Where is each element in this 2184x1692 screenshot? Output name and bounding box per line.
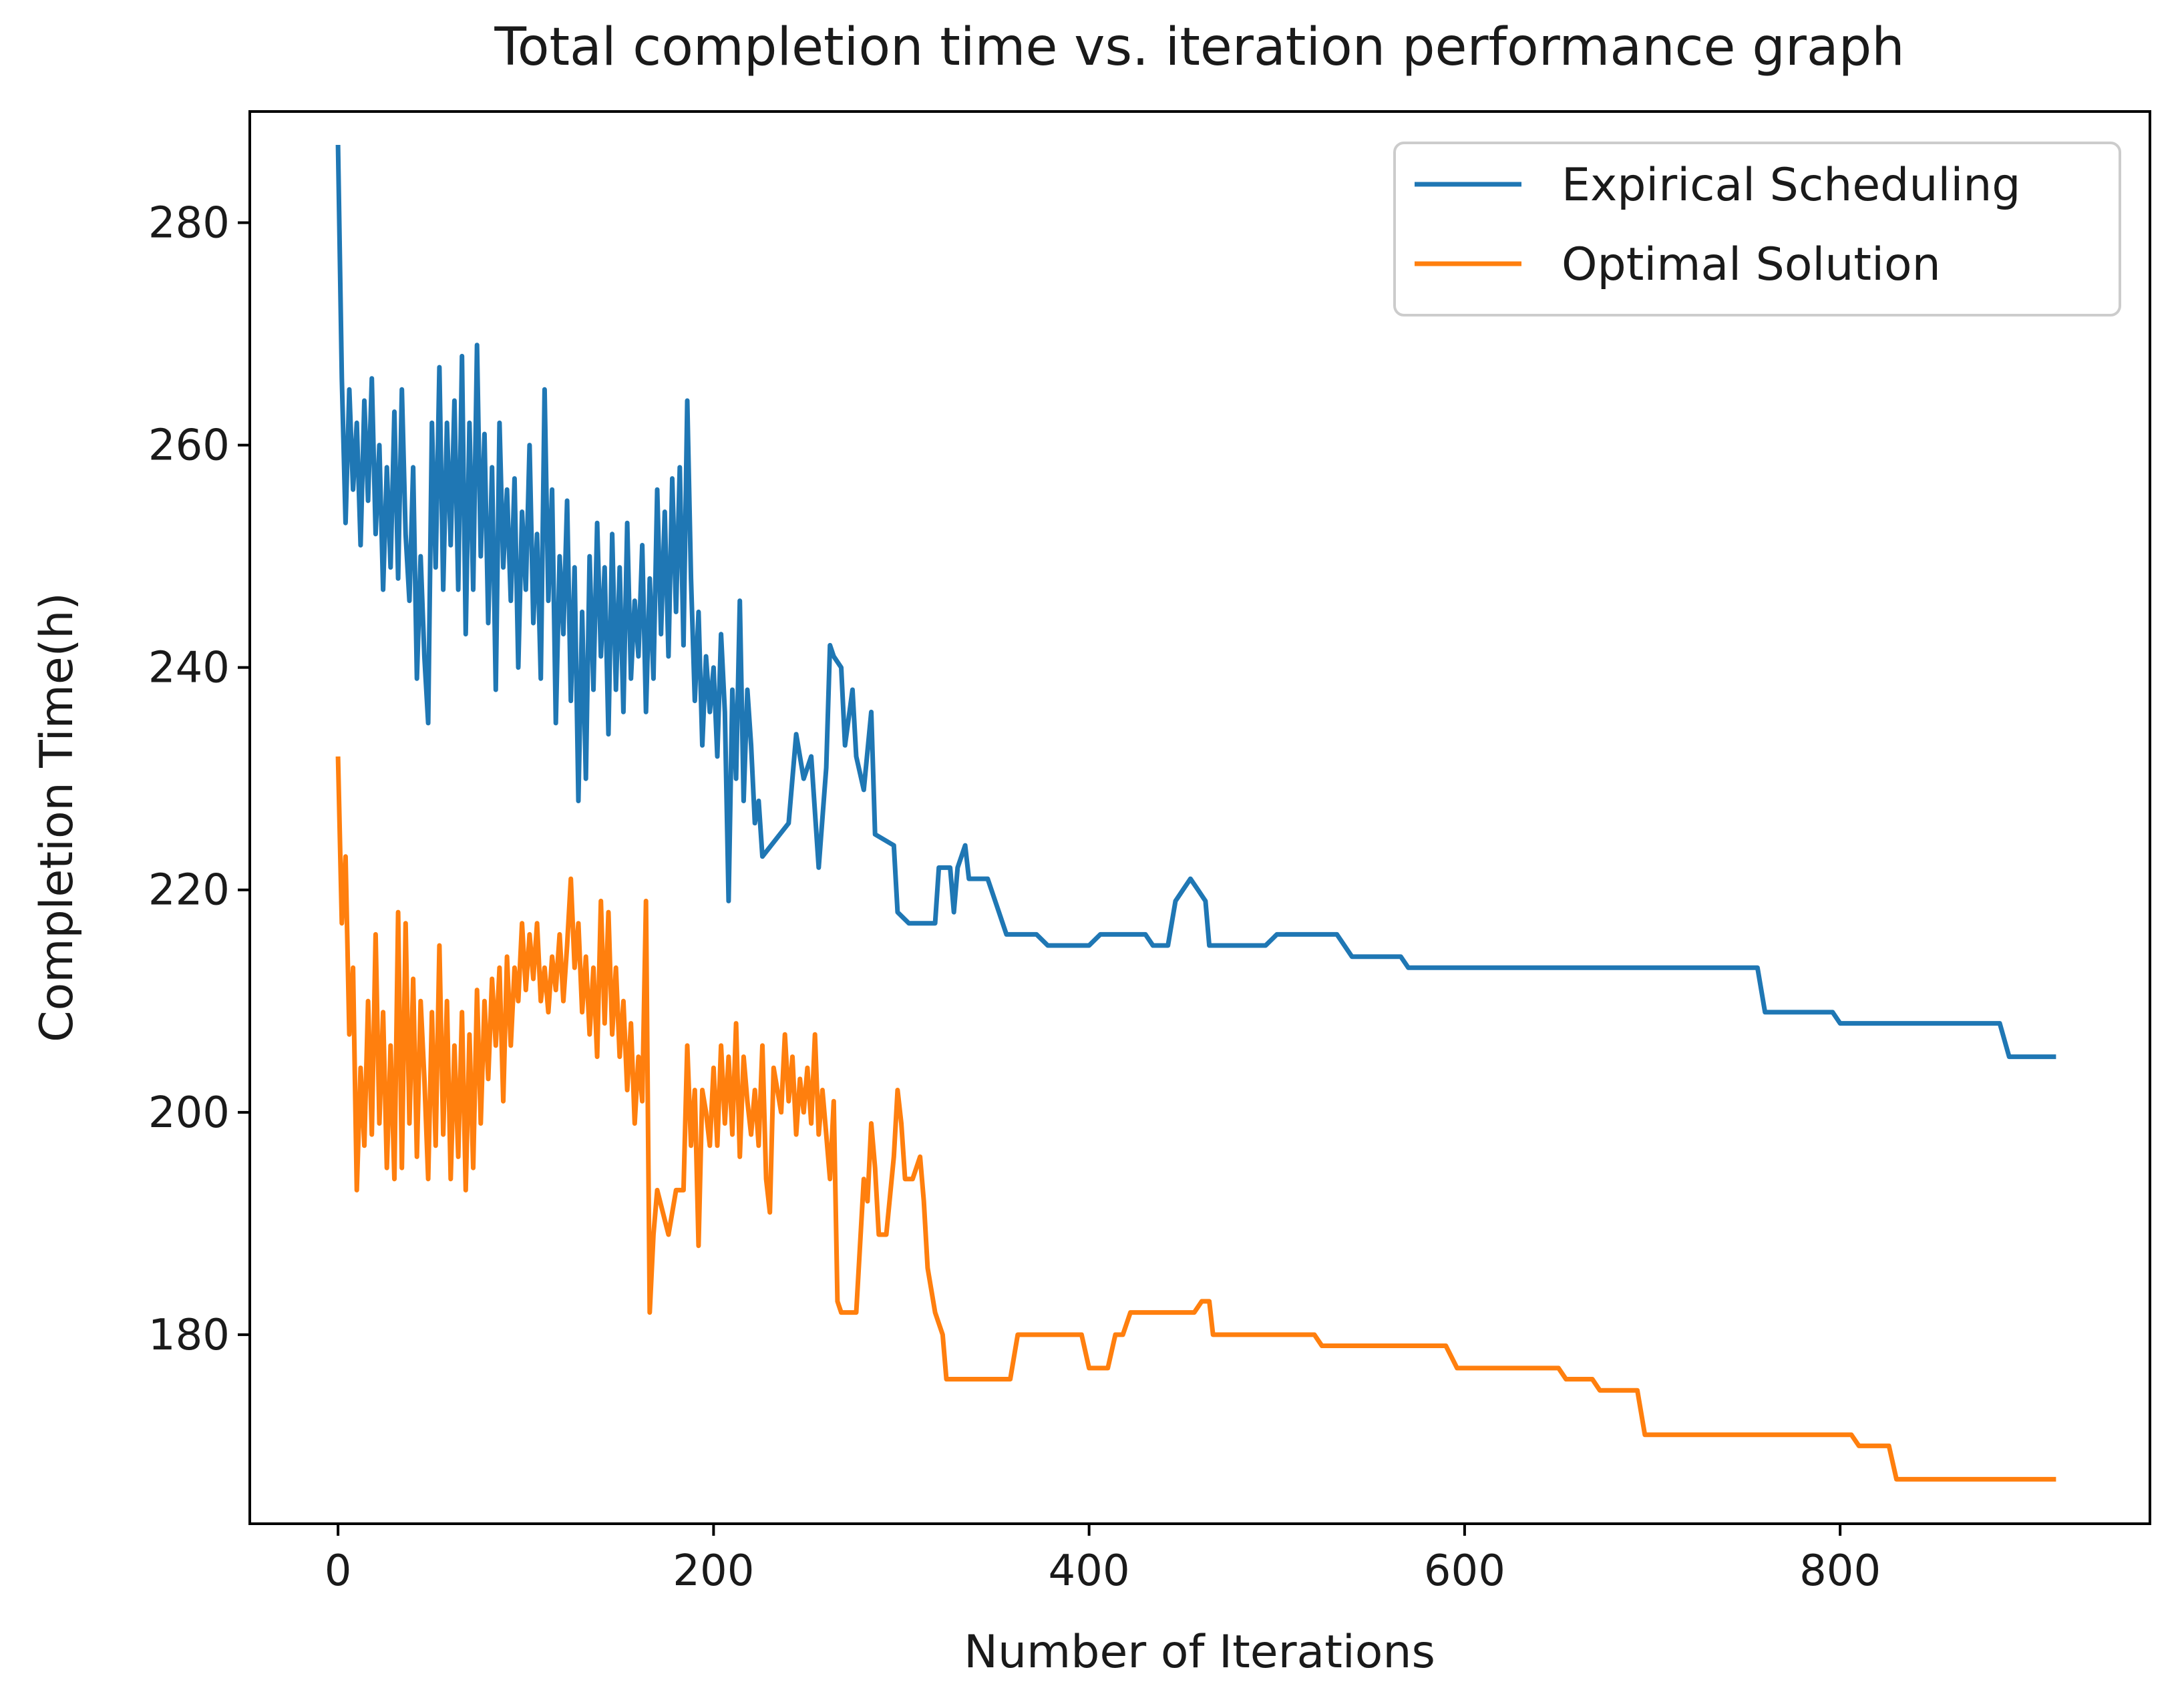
y-axis-ticks: 180 200 220 240 260 280 bbox=[148, 199, 250, 1360]
series-layer bbox=[335, 144, 2056, 1482]
x-axis-ticks: 0 200 400 600 800 bbox=[325, 1524, 1881, 1596]
y-tick-label: 220 bbox=[148, 866, 230, 915]
y-tick-label: 180 bbox=[148, 1311, 230, 1360]
plot-frame bbox=[248, 110, 2151, 1525]
chart-title: Total completion time vs. iteration perf… bbox=[494, 17, 1904, 77]
series-line-optimal-solution bbox=[335, 756, 2056, 1482]
x-tick-label: 600 bbox=[1424, 1546, 1505, 1596]
y-tick-label: 280 bbox=[148, 199, 230, 248]
legend: Expirical Scheduling Optimal Solution bbox=[1393, 142, 2121, 316]
y-tick-label: 200 bbox=[148, 1088, 230, 1138]
y-axis-label: Completion Time(h) bbox=[31, 592, 83, 1042]
legend-label-optimal-solution: Optimal Solution bbox=[1562, 238, 1941, 291]
x-tick-label: 400 bbox=[1049, 1546, 1130, 1596]
legend-frame bbox=[1393, 142, 2121, 316]
legend-label-expirical-scheduling: Expirical Scheduling bbox=[1562, 159, 2020, 212]
y-tick-label: 260 bbox=[148, 421, 230, 471]
x-tick-label: 0 bbox=[325, 1546, 352, 1596]
x-axis-label: Number of Iterations bbox=[964, 1626, 1435, 1679]
y-tick-label: 240 bbox=[148, 644, 230, 693]
x-tick-label: 800 bbox=[1799, 1546, 1881, 1596]
x-tick-label: 200 bbox=[673, 1546, 754, 1596]
series-line-expirical-scheduling bbox=[335, 144, 2056, 1060]
